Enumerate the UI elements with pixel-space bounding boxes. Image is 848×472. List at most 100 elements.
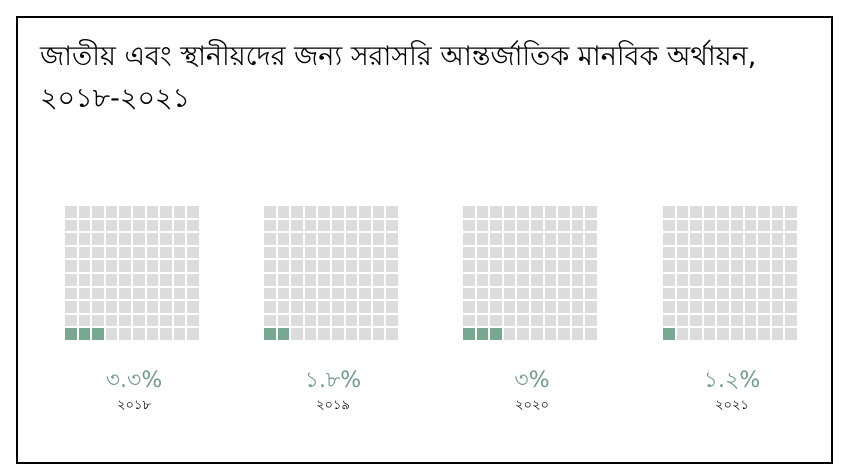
waffle-cell [530,328,543,340]
waffle-cell [119,301,131,313]
waffle-cell [571,287,584,300]
waffle-cell [359,219,371,232]
waffle-cell [771,314,784,327]
waffle-cell [663,273,675,286]
waffle-cell [291,273,303,286]
chart-title-line-1: জাতীয় এবং স্থানীয়দের জন্য সরাসরি আন্তর… [40,41,757,72]
waffle-cell [187,287,199,300]
waffle-cell [730,287,743,300]
waffle-cell [585,328,597,340]
waffle-cell [146,328,159,340]
waffle-cell [132,314,145,327]
waffle-cell [717,328,729,340]
waffle-cell [717,314,729,327]
waffle-cell [717,301,729,313]
waffle-cell [105,328,118,340]
waffle-cell [690,328,702,340]
waffle-cell [663,260,675,272]
year-label: ২০২০ [515,398,549,413]
waffle-panel-2018: ৩.৩% ২০১৮ [65,206,203,414]
waffle-cell [386,301,398,313]
waffle-cell [291,314,303,327]
waffle-cell [187,260,199,272]
waffle-cell [345,246,358,259]
waffle-panel-2020: ৩% ২০২০ [463,206,601,414]
waffle-cell [758,246,770,259]
waffle-cell [78,219,91,232]
waffle-cell [277,301,290,313]
chart-title-line-2: ২০১৮-২০২১ [40,83,191,114]
waffle-cell [160,301,172,313]
waffle-cell [173,219,186,232]
waffle-cell [304,219,317,232]
waffle-cell [173,260,186,272]
waffle-cell [160,328,172,340]
waffle-cell [571,301,584,313]
waffle-cell [92,301,104,313]
waffle-cell [146,219,159,232]
waffle-cell [463,301,475,313]
waffle-cell [386,206,398,218]
waffle-cell [304,233,317,245]
waffle-cell [105,233,118,245]
waffle-cell-filled [65,328,77,340]
chart-title: জাতীয় এবং স্থানীয়দের জন্য সরাসরি আন্তর… [40,36,810,120]
waffle-cell [119,260,131,272]
waffle-cell [304,301,317,313]
waffle-cell [585,287,597,300]
waffle-cell [676,301,689,313]
waffle-cell [160,273,172,286]
waffle-cell [558,314,570,327]
waffle-cell [517,328,529,340]
waffle-cell [730,219,743,232]
waffle-cell [359,314,371,327]
waffle-cell [65,287,77,300]
waffle-cell [558,233,570,245]
waffle-cell [331,328,344,340]
waffle-cell [585,246,597,259]
waffle-cell [744,314,757,327]
waffle-cell [345,314,358,327]
waffle-cell [291,233,303,245]
waffle-cell [663,233,675,245]
waffle-cell [304,260,317,272]
waffle-cell [744,260,757,272]
waffle-cell [730,314,743,327]
waffle-cell [703,233,716,245]
waffle-cell [132,233,145,245]
waffle-cell [264,273,276,286]
waffle-cell [530,260,543,272]
waffle-cell [132,206,145,218]
waffle-cell [277,233,290,245]
waffle-cell [372,219,385,232]
waffle-cell [585,233,597,245]
waffle-cell [585,219,597,232]
waffle-cell [146,314,159,327]
waffle-cell [160,314,172,327]
waffle-cell [132,273,145,286]
waffle-cell [785,206,797,218]
waffle-cell [476,260,489,272]
waffle-cell [503,328,516,340]
waffle-cell [744,328,757,340]
waffle-cell [490,233,502,245]
waffle-cell [291,219,303,232]
waffle-cell [676,233,689,245]
waffle-cell [758,301,770,313]
waffle-cell [690,233,702,245]
waffle-cell [160,246,172,259]
waffle-cell [690,273,702,286]
waffle-cell [663,287,675,300]
waffle-cell [771,301,784,313]
waffle-panel-2021: ১.২% ২০২১ [663,206,801,414]
waffle-cell [187,246,199,259]
waffle-cell [187,301,199,313]
waffle-cell [359,260,371,272]
waffle-cell [277,219,290,232]
waffle-cell [359,273,371,286]
waffle-cell [345,206,358,218]
waffle-cell [359,233,371,245]
waffle-cell [318,260,330,272]
waffle-cell [771,233,784,245]
waffle-cell [65,246,77,259]
